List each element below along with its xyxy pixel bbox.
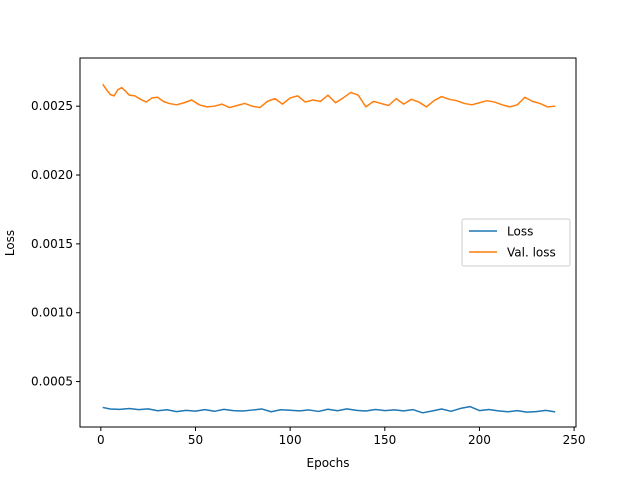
legend: Loss Val. loss <box>461 218 571 267</box>
x-tick-label: 250 <box>563 433 586 447</box>
x-axis: 0 50 100 150 200 250 <box>97 427 586 447</box>
y-tick-label: 0.0005 <box>31 375 73 389</box>
series-layer <box>102 83 556 414</box>
series-line-val-loss <box>102 83 556 109</box>
plot-area <box>79 57 577 428</box>
axes-frame <box>79 57 577 428</box>
x-tick-label: 150 <box>373 433 396 447</box>
y-tick-label: 0.0015 <box>31 237 73 251</box>
y-axis: 0.0005 0.0010 0.0015 0.0020 0.0025 <box>31 99 80 389</box>
legend-label-val-loss: Val. loss <box>507 246 556 260</box>
y-tick-label: 0.0020 <box>31 168 73 182</box>
y-axis-label: Loss <box>3 230 17 256</box>
x-tick-label: 100 <box>279 433 302 447</box>
legend-label-loss: Loss <box>507 225 533 239</box>
x-axis-label: Epochs <box>307 456 350 470</box>
y-tick-label: 0.0025 <box>31 99 73 113</box>
x-tick-label: 50 <box>188 433 203 447</box>
x-tick-label: 200 <box>468 433 491 447</box>
x-tick-label: 0 <box>97 433 105 447</box>
y-tick-label: 0.0010 <box>31 306 73 320</box>
series-line-loss <box>102 405 556 414</box>
